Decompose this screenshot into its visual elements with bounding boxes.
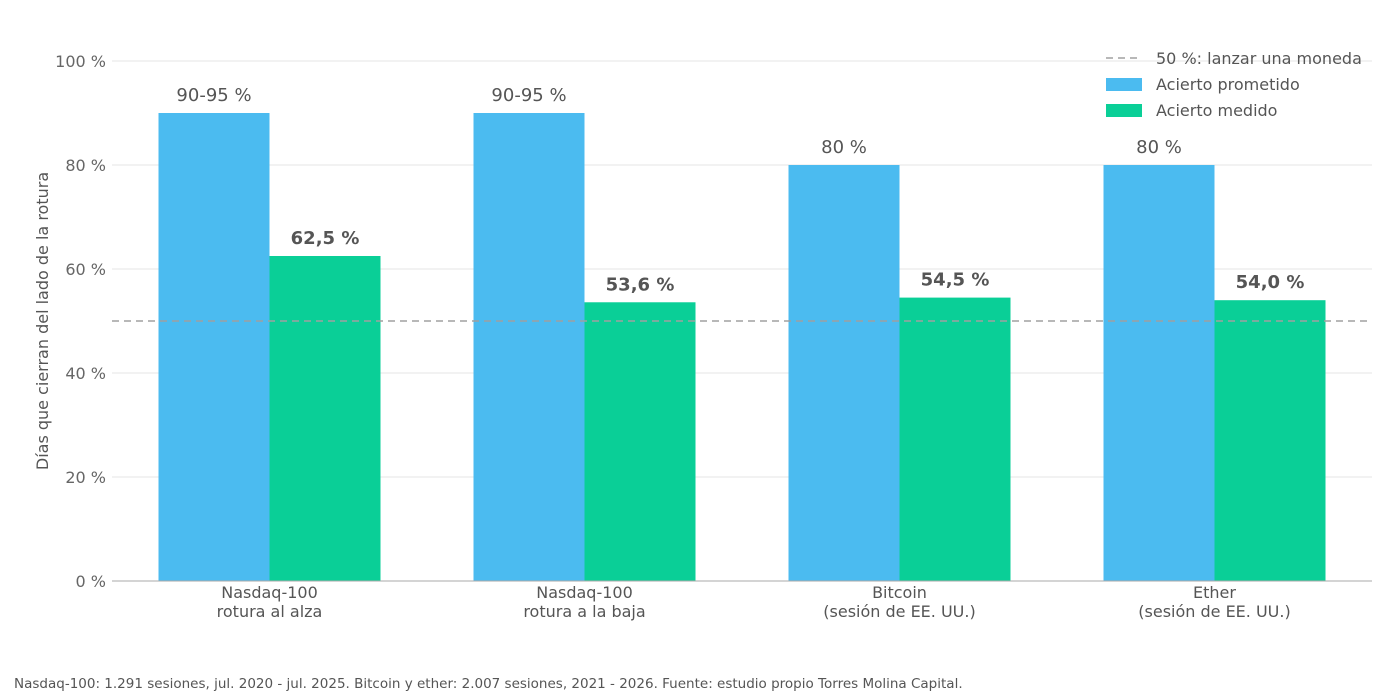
x-category-label: rotura al alza: [217, 602, 323, 621]
bar-promised: [788, 165, 900, 581]
bars: [158, 113, 1326, 581]
bar-promised: [473, 113, 585, 581]
x-category-label: Nasdaq-100: [536, 583, 633, 602]
legend-label-reference: 50 %: lanzar una moneda: [1156, 49, 1362, 68]
data-label-measured: 62,5 %: [291, 228, 360, 249]
x-category-label: (sesión de EE. UU.): [1138, 602, 1290, 621]
legend-swatch-measured: [1106, 104, 1142, 117]
y-tick-label: 20 %: [65, 468, 106, 487]
bar-promised: [158, 113, 270, 581]
legend: 50 %: lanzar una moneda Acierto prometid…: [1106, 49, 1362, 120]
y-tick-label: 100 %: [55, 52, 106, 71]
data-label-promised: 90-95 %: [176, 85, 251, 106]
legend-label-measured: Acierto medido: [1156, 101, 1277, 120]
data-label-measured: 53,6 %: [606, 274, 675, 295]
data-label-measured: 54,5 %: [921, 270, 990, 291]
y-tick-label: 0 %: [76, 572, 106, 591]
x-category-label: Ether: [1193, 583, 1236, 602]
x-category-label: rotura a la baja: [523, 602, 645, 621]
x-category-label: (sesión de EE. UU.): [823, 602, 975, 621]
legend-swatch-promised: [1106, 78, 1142, 91]
legend-label-promised: Acierto prometido: [1156, 75, 1300, 94]
y-tick-label: 40 %: [65, 364, 106, 383]
bar-promised: [1103, 165, 1215, 581]
data-labels: 90-95 % 62,5 % 90-95 % 53,6 % 80 % 54,5 % 80 %…: [176, 85, 1304, 295]
data-label-promised: 80 %: [1136, 137, 1182, 158]
x-category-label: Nasdaq-100: [221, 583, 318, 602]
data-label-promised: 80 %: [821, 137, 867, 158]
y-tick-label: 80 %: [65, 156, 106, 175]
bar-measured: [1214, 300, 1326, 581]
data-label-measured: 54,0 %: [1236, 272, 1305, 293]
bar-measured: [269, 256, 381, 581]
data-label-promised: 90-95 %: [491, 85, 566, 106]
x-category-label: Bitcoin: [872, 583, 927, 602]
bar-measured: [899, 297, 1011, 581]
y-axis-label: Días que cierran del lado de la rotura: [33, 172, 52, 470]
bar-measured: [584, 302, 696, 581]
footnote: Nasdaq-100: 1.291 sesiones, jul. 2020 - …: [14, 676, 963, 692]
y-axis-ticks: 0 % 20 % 40 % 60 % 80 % 100 %: [55, 52, 106, 591]
y-tick-label: 60 %: [65, 260, 106, 279]
